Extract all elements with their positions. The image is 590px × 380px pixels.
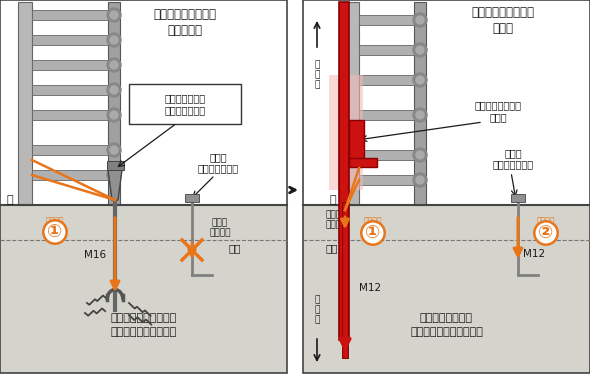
Bar: [345, 2, 359, 205]
Text: ２ヶ所に引抜力を
分散することで負担軽減: ２ヶ所に引抜力を 分散することで負担軽減: [410, 314, 483, 337]
Text: 既存の
アンカーボルト: 既存の アンカーボルト: [198, 152, 238, 174]
Circle shape: [110, 11, 118, 19]
Text: ①: ①: [365, 224, 381, 242]
Bar: [359, 15, 414, 25]
Text: フレームコーナー
ロック: フレームコーナー ロック: [474, 100, 522, 122]
Text: 力の流れ: 力の流れ: [537, 216, 555, 225]
Bar: [414, 2, 426, 205]
Circle shape: [110, 61, 118, 69]
Circle shape: [416, 176, 424, 184]
Circle shape: [413, 43, 427, 57]
Circle shape: [416, 151, 424, 159]
Circle shape: [413, 108, 427, 122]
Bar: [32, 60, 108, 70]
Bar: [511, 194, 525, 202]
Bar: [359, 175, 414, 185]
Circle shape: [110, 146, 118, 154]
Bar: [303, 205, 590, 373]
Text: 横架材
（土台）: 横架材 （土台）: [325, 210, 346, 230]
Circle shape: [107, 168, 121, 182]
Circle shape: [107, 33, 121, 47]
Bar: [32, 35, 108, 45]
Bar: [0, 0, 287, 205]
Bar: [359, 150, 414, 160]
Bar: [339, 2, 349, 340]
Circle shape: [107, 143, 121, 157]
Circle shape: [107, 83, 121, 97]
Text: 基礎: 基礎: [229, 243, 241, 253]
Text: 力の流れ: 力の流れ: [364, 216, 382, 225]
Circle shape: [110, 111, 118, 119]
Bar: [32, 170, 108, 180]
Bar: [32, 145, 108, 155]
Text: ホールダウンデュオ
の場合: ホールダウンデュオ の場合: [471, 6, 535, 35]
Circle shape: [110, 86, 118, 94]
Text: 横架材
（土台）: 横架材 （土台）: [209, 218, 231, 238]
Circle shape: [110, 36, 118, 44]
Circle shape: [107, 108, 121, 122]
Circle shape: [413, 173, 427, 187]
Circle shape: [413, 148, 427, 162]
Circle shape: [110, 171, 118, 179]
Text: 従来のホールダウン
金物の場合: 従来のホールダウン 金物の場合: [153, 8, 217, 37]
Bar: [359, 45, 414, 55]
Bar: [329, 75, 363, 190]
Circle shape: [413, 73, 427, 87]
Text: M16: M16: [84, 250, 106, 260]
Bar: [32, 110, 108, 120]
Bar: [185, 194, 199, 202]
Circle shape: [107, 58, 121, 72]
Bar: [32, 10, 108, 20]
Bar: [359, 110, 414, 120]
Circle shape: [416, 76, 424, 84]
Circle shape: [416, 46, 424, 54]
Bar: [108, 2, 120, 205]
Bar: [107, 161, 124, 170]
Bar: [32, 85, 108, 95]
Text: 力の流れ: 力の流れ: [46, 216, 64, 225]
Circle shape: [416, 16, 424, 24]
FancyBboxPatch shape: [129, 84, 241, 124]
Circle shape: [413, 13, 427, 27]
Bar: [349, 120, 364, 165]
Bar: [349, 158, 377, 167]
Text: 基礎: 基礎: [325, 243, 337, 253]
Text: １ヶ所に引抜力が集中
することで基礎が破壊: １ヶ所に引抜力が集中 することで基礎が破壊: [110, 314, 176, 337]
Text: 引
抜
力: 引 抜 力: [314, 61, 320, 89]
Text: 抵
抗
力: 抵 抗 力: [314, 296, 320, 324]
Text: 柱: 柱: [6, 195, 14, 205]
Text: 柱からの引抜力
には抵抗しない: 柱からの引抜力 には抵抗しない: [165, 93, 205, 115]
Bar: [0, 0, 287, 373]
Text: M12: M12: [523, 249, 545, 259]
Bar: [303, 0, 590, 373]
Text: 既存の
アンカーボルト: 既存の アンカーボルト: [493, 148, 533, 169]
Text: 柱: 柱: [330, 195, 336, 205]
Bar: [359, 75, 414, 85]
Text: ②: ②: [538, 224, 553, 242]
Bar: [18, 2, 32, 205]
Text: ①: ①: [47, 223, 63, 241]
Bar: [303, 0, 590, 205]
Polygon shape: [108, 170, 122, 200]
Text: M12: M12: [359, 283, 381, 293]
Bar: [0, 205, 287, 373]
Circle shape: [416, 111, 424, 119]
Circle shape: [107, 8, 121, 22]
